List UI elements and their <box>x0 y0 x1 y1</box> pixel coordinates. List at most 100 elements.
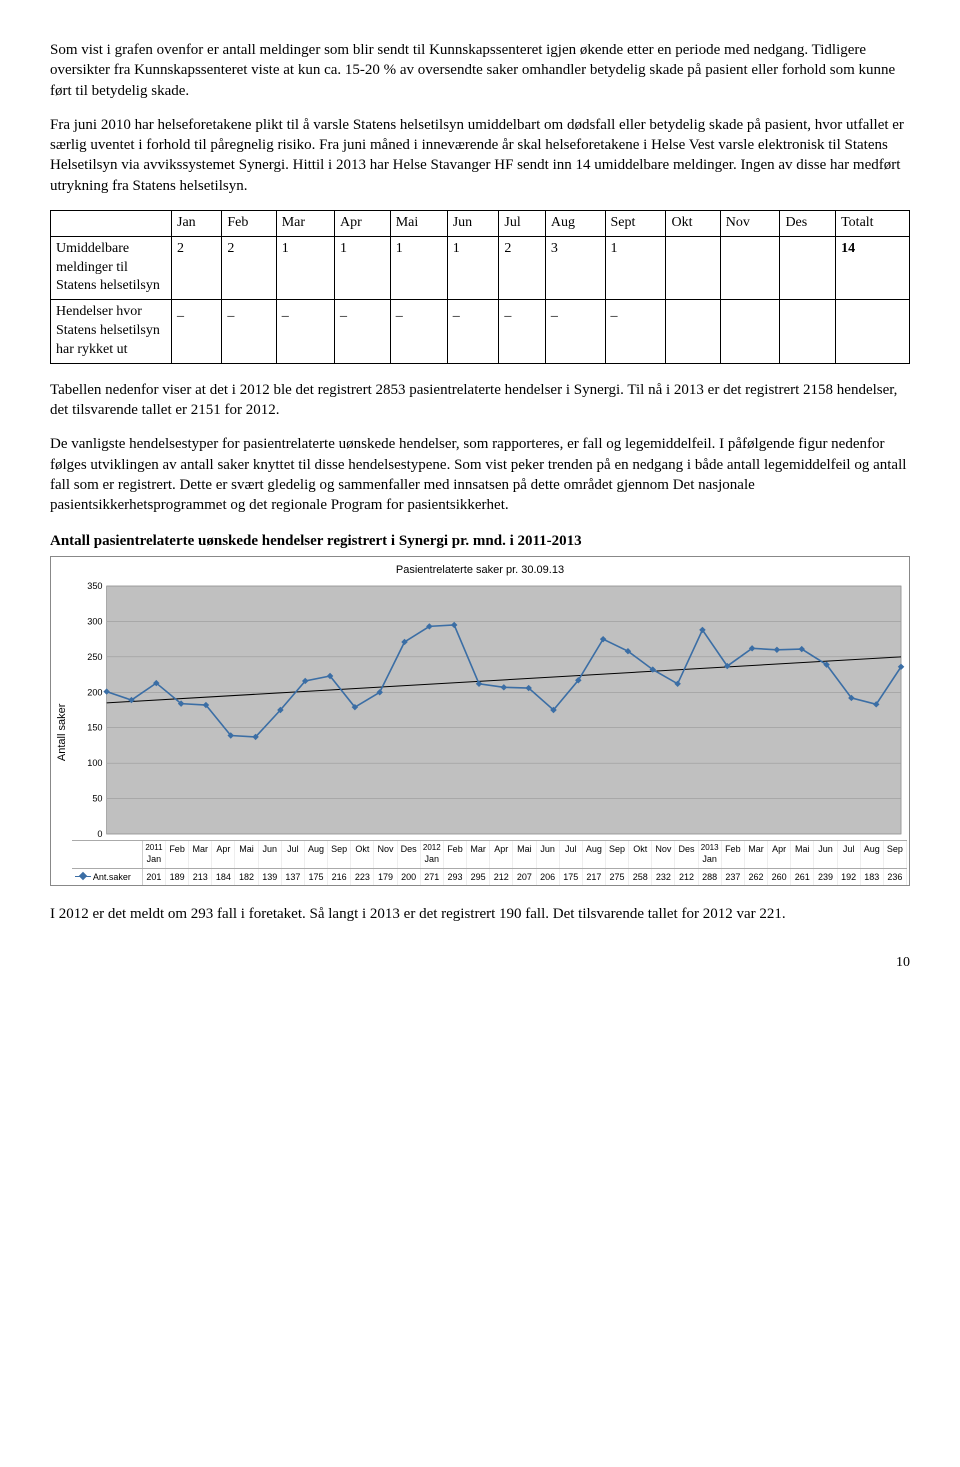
chart-x-label: Okt <box>629 841 652 868</box>
chart-value-label: 258 <box>629 869 652 885</box>
chart-value-label: 239 <box>814 869 837 885</box>
chart-value-label: 275 <box>606 869 629 885</box>
table-row: Hendelser hvor Statens helsetilsyn har r… <box>51 300 910 364</box>
chart-x-label: Aug <box>583 841 606 868</box>
chart-x-label: Jun <box>814 841 837 868</box>
table-cell: 2 <box>172 236 222 300</box>
chart-value-label: 295 <box>467 869 490 885</box>
chart-x-label: Nov <box>652 841 675 868</box>
chart-x-label: 2011Jan <box>143 841 166 868</box>
chart-x-label: Sep <box>884 841 907 868</box>
table-cell <box>836 300 910 364</box>
svg-text:300: 300 <box>87 616 102 626</box>
svg-text:200: 200 <box>87 687 102 697</box>
table-cell: _ <box>390 300 447 364</box>
table-cell: _ <box>605 300 666 364</box>
table-cell: 1 <box>605 236 666 300</box>
chart-x-label: Jun <box>259 841 282 868</box>
table-cell: 1 <box>447 236 499 300</box>
chart-x-label: Jul <box>282 841 305 868</box>
chart-value-label: 183 <box>861 869 884 885</box>
table-col-header: Totalt <box>836 210 910 236</box>
chart-value-label: 207 <box>513 869 536 885</box>
chart-x-label: Mai <box>235 841 258 868</box>
chart-value-label: 182 <box>235 869 258 885</box>
chart-value-label: 192 <box>838 869 861 885</box>
chart-x-label: Jul <box>838 841 861 868</box>
chart-x-label: Aug <box>305 841 328 868</box>
chart-x-label: Nov <box>374 841 397 868</box>
svg-text:50: 50 <box>92 793 102 803</box>
series-name: Ant.saker <box>93 872 131 882</box>
table-col-header: Sept <box>605 210 666 236</box>
page-number: 10 <box>50 954 910 973</box>
table-cell <box>720 300 780 364</box>
chart-value-label: 201 <box>143 869 166 885</box>
svg-text:0: 0 <box>97 829 102 839</box>
table-cell: _ <box>447 300 499 364</box>
table-cell: 2 <box>499 236 545 300</box>
paragraph-3: Tabellen nedenfor viser at det i 2012 bl… <box>50 380 910 421</box>
chart-x-label: Apr <box>768 841 791 868</box>
table-col-header: Nov <box>720 210 780 236</box>
paragraph-1: Som vist i grafen ovenfor er antall meld… <box>50 40 910 101</box>
chart-value-label: 261 <box>791 869 814 885</box>
chart-x-label: Mai <box>513 841 536 868</box>
chart-value-label: 212 <box>490 869 513 885</box>
chart-plot: 050100150200250300350 <box>72 580 907 840</box>
chart-x-label: Mar <box>189 841 212 868</box>
paragraph-4: De vanligste hendelsestyper for pasientr… <box>50 434 910 515</box>
chart-value-label: 223 <box>351 869 374 885</box>
chart-x-label: Okt <box>351 841 374 868</box>
table-col-header: Mar <box>276 210 334 236</box>
table-col-header: Mai <box>390 210 447 236</box>
chart-value-label: 236 <box>884 869 907 885</box>
chart-value-label: 184 <box>212 869 235 885</box>
table-col-header: Jul <box>499 210 545 236</box>
chart-x-label: Des <box>675 841 698 868</box>
chart-x-label: Feb <box>722 841 745 868</box>
chart-value-label: 260 <box>768 869 791 885</box>
chart-value-label: 189 <box>166 869 189 885</box>
chart-x-labels: 2011JanFebMarAprMaiJunJulAugSepOktNovDes… <box>72 840 907 868</box>
table-cell: 3 <box>545 236 605 300</box>
chart-value-row: Ant.saker 201189213184182139137175216223… <box>72 868 907 885</box>
table-cell <box>780 300 836 364</box>
chart-x-label: Mai <box>791 841 814 868</box>
chart-value-label: 271 <box>421 869 444 885</box>
chart-value-label: 175 <box>560 869 583 885</box>
line-chart: Pasientrelaterte saker pr. 30.09.13 Anta… <box>50 556 910 886</box>
table-cell: 2 <box>222 236 276 300</box>
table-cell: _ <box>499 300 545 364</box>
chart-x-label: 2013Jan <box>699 841 722 868</box>
table-cell <box>780 236 836 300</box>
chart-value-label: 216 <box>328 869 351 885</box>
table-col-header: Jan <box>172 210 222 236</box>
chart-x-label: Mar <box>467 841 490 868</box>
chart-value-label: 179 <box>374 869 397 885</box>
table-cell: 1 <box>276 236 334 300</box>
table-cell: 1 <box>335 236 391 300</box>
table-cell <box>666 236 720 300</box>
table-col-header: Aug <box>545 210 605 236</box>
table-col-header: Feb <box>222 210 276 236</box>
table-cell: _ <box>222 300 276 364</box>
chart-value-label: 206 <box>537 869 560 885</box>
table-cell: 1 <box>390 236 447 300</box>
chart-x-label: Aug <box>861 841 884 868</box>
chart-value-label: 217 <box>583 869 606 885</box>
table-cell: _ <box>172 300 222 364</box>
paragraph-5: I 2012 er det meldt om 293 fall i foreta… <box>50 904 910 924</box>
chart-value-label: 213 <box>189 869 212 885</box>
chart-title: Pasientrelaterte saker pr. 30.09.13 <box>53 559 907 580</box>
svg-text:150: 150 <box>87 722 102 732</box>
chart-x-label: Jun <box>537 841 560 868</box>
svg-text:100: 100 <box>87 758 102 768</box>
meldinger-table: JanFebMarAprMaiJunJulAugSeptOktNovDesTot… <box>50 210 910 364</box>
table-cell: _ <box>276 300 334 364</box>
table-row-label: Umiddelbare meldinger til Statens helset… <box>51 236 172 300</box>
chart-x-label: Des <box>398 841 421 868</box>
line-marker-icon <box>75 873 91 881</box>
chart-value-label: 293 <box>444 869 467 885</box>
table-col-header: Apr <box>335 210 391 236</box>
